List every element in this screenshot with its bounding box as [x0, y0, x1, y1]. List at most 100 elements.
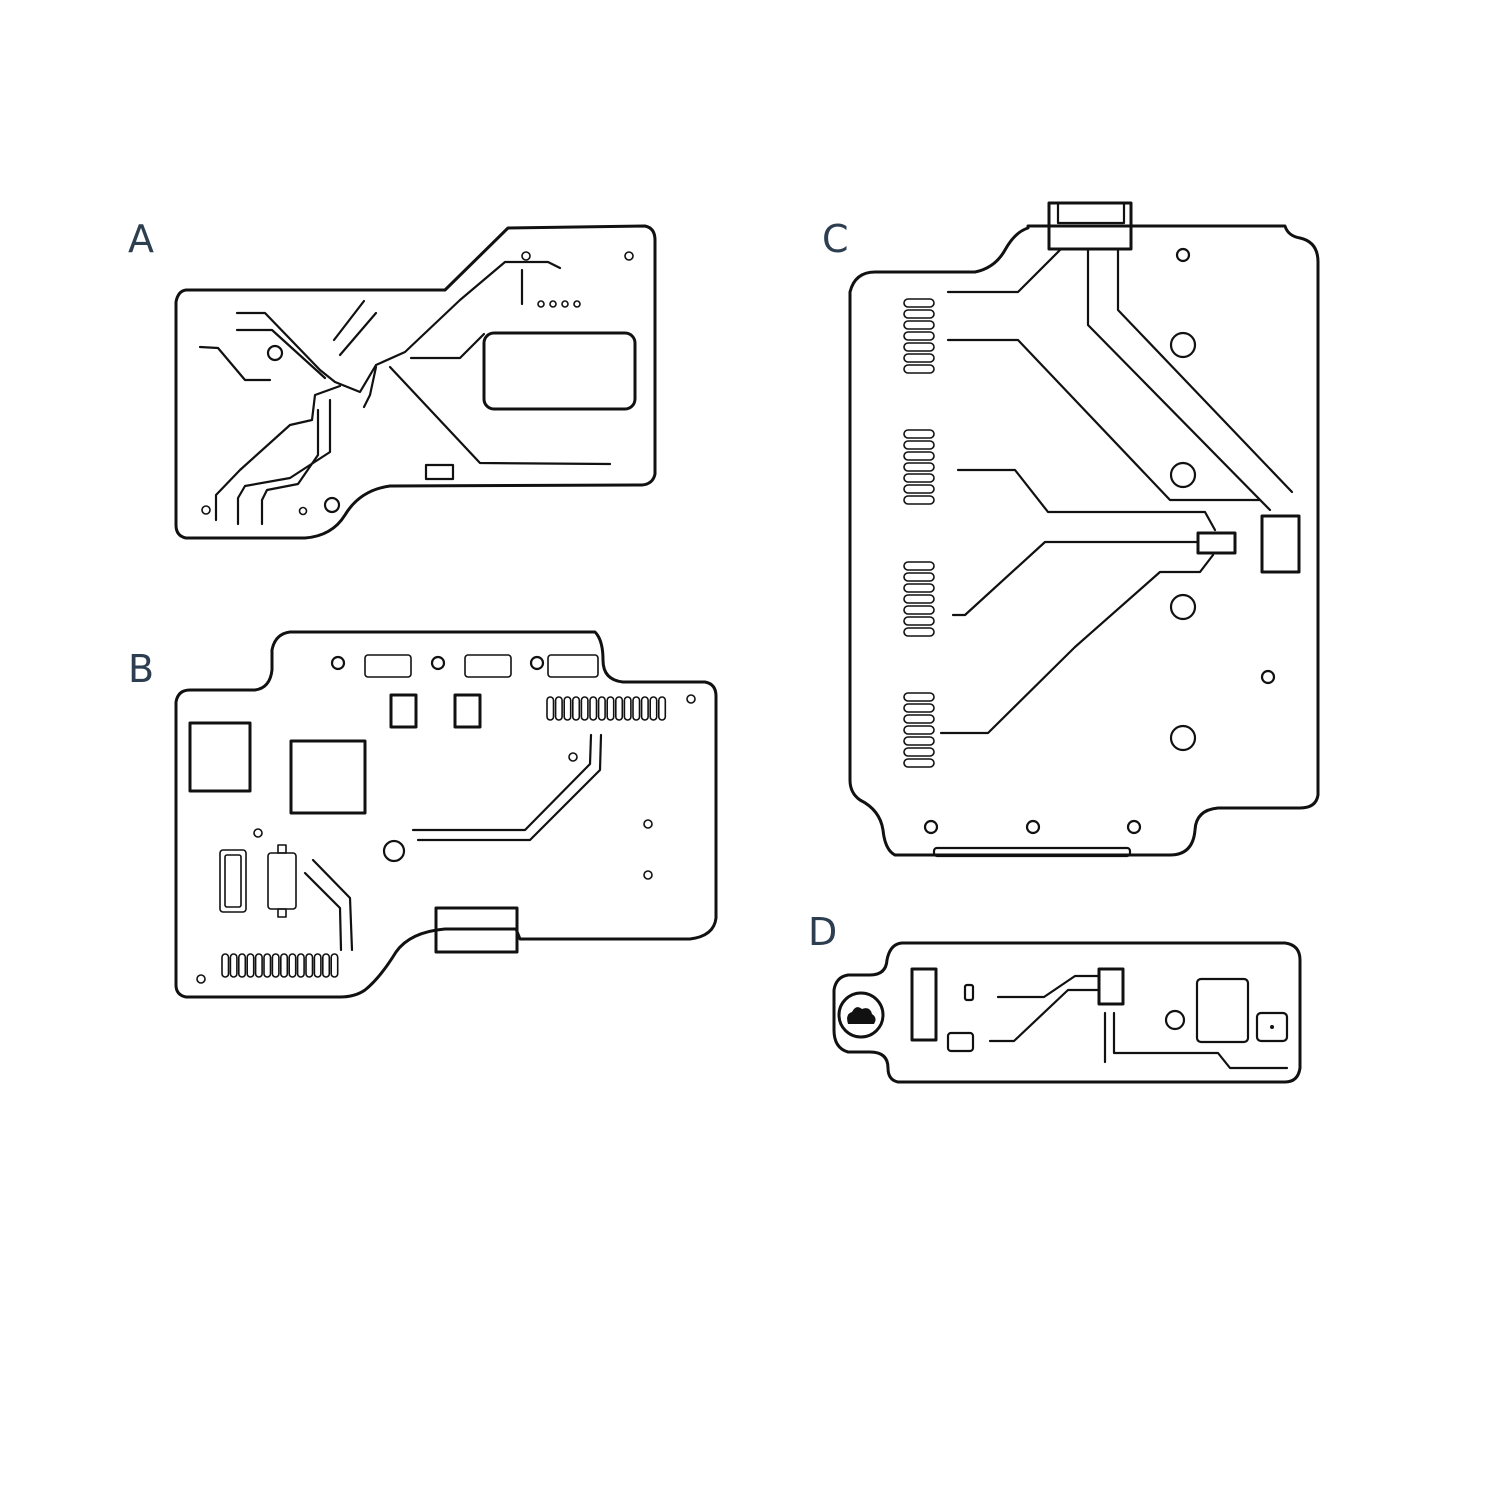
- board-d-chip: [910, 967, 938, 1042]
- board-c-pin: [903, 583, 935, 593]
- board-c-hole: [1260, 669, 1276, 685]
- board-a-hole: [201, 505, 211, 515]
- board-d-hole: [1164, 1009, 1186, 1031]
- board-d-mount-ring: [837, 991, 885, 1039]
- board-c-pin: [903, 309, 935, 319]
- board-b-pin: [238, 953, 247, 978]
- board-b-hole: [253, 828, 263, 838]
- board-b-pin: [606, 696, 615, 721]
- board-c-pin: [903, 692, 935, 702]
- board-c-pin: [903, 594, 935, 604]
- board-c-hole: [1025, 819, 1041, 835]
- board-b-pin: [597, 696, 606, 721]
- board-a-hole: [624, 251, 634, 261]
- board-b-hole: [196, 974, 206, 984]
- board-b-pin: [330, 953, 339, 978]
- board-c-pin: [903, 572, 935, 582]
- panel-label-a: A: [128, 217, 154, 261]
- board-b-trace: [416, 733, 603, 842]
- panel-label-c: C: [822, 217, 849, 261]
- board-a-trace: [409, 332, 486, 360]
- board-b-pin: [657, 696, 667, 721]
- board-b-pin: [296, 953, 305, 978]
- board-a-chip: [482, 331, 637, 411]
- board-b-chip: [188, 721, 252, 793]
- board-a-trace: [362, 365, 378, 409]
- board-b-chip: [453, 693, 482, 729]
- board-d-trace: [996, 974, 1101, 999]
- board-b-hole: [568, 752, 578, 762]
- board-b-hole: [686, 694, 696, 704]
- board-b-pin: [580, 696, 589, 721]
- board-c-trace: [946, 248, 1062, 294]
- board-b-component: [224, 854, 242, 908]
- board-c-slot: [932, 846, 1132, 858]
- board-c-chip: [1260, 514, 1301, 574]
- board-c-pin: [903, 429, 935, 439]
- board-b-pin: [229, 953, 238, 978]
- board-b-pin: [313, 953, 322, 978]
- board-b-hole: [643, 819, 653, 829]
- board-c-hole: [923, 819, 939, 835]
- board-a-hole: [521, 251, 531, 261]
- board-b-component: [267, 852, 297, 910]
- board-b-pin: [589, 696, 598, 721]
- board-b-trace: [303, 858, 354, 952]
- board-b-pin-header: [546, 696, 667, 721]
- board-c-trace: [1116, 247, 1294, 494]
- board-c-pin: [903, 320, 935, 330]
- board-b-pin: [279, 953, 289, 978]
- board-b-hole: [330, 655, 346, 671]
- board-c-connector: [1056, 201, 1126, 225]
- board-b-hole: [382, 839, 406, 863]
- board-c-pin: [903, 440, 935, 450]
- board-c-pin: [903, 725, 935, 735]
- board-c-pin: [903, 353, 935, 363]
- board-a-hole: [266, 344, 284, 362]
- board-c-pin: [903, 627, 935, 637]
- board-b-pin: [546, 696, 555, 721]
- board-c-pin: [903, 747, 935, 757]
- board-b-hole: [643, 870, 653, 880]
- board-c-pin: [903, 758, 935, 768]
- board-c-pin: [903, 298, 935, 308]
- board-c-trace: [946, 338, 1262, 502]
- board-d-trace: [1103, 1011, 1289, 1070]
- board-c-pin: [903, 484, 935, 494]
- board-b-pin: [305, 953, 314, 978]
- board-c-outline: [848, 224, 1320, 857]
- board-c-trace: [1086, 247, 1272, 512]
- board-b-component: [219, 849, 247, 913]
- board-b-pin: [554, 696, 563, 721]
- board-c-trace: [951, 540, 1200, 617]
- board-d-component: [946, 1031, 975, 1053]
- board-b-pin: [623, 696, 632, 721]
- board-c-pin: [903, 703, 935, 713]
- board-b-pin: [614, 696, 624, 721]
- board-d-cloud-icon: [847, 1007, 876, 1024]
- board-b-component: [364, 654, 412, 678]
- board-b-hole: [529, 655, 545, 671]
- board-c-pin: [903, 364, 935, 374]
- board-d-pad: [1270, 1025, 1274, 1029]
- board-b-component: [547, 654, 599, 678]
- board-a-pad: [549, 300, 557, 308]
- board-c-trace: [956, 468, 1217, 532]
- board-b-hole: [430, 655, 446, 671]
- board-c-pin: [903, 451, 935, 461]
- board-b-pin: [649, 696, 658, 721]
- board-a-hole: [298, 506, 308, 516]
- board-c-hole: [1175, 247, 1191, 263]
- board-c-pin-column: [903, 298, 935, 768]
- board-a-outline: [174, 224, 657, 540]
- board-c-pin: [903, 342, 935, 352]
- board-b-pin: [563, 696, 572, 721]
- board-b-chip: [289, 739, 367, 815]
- board-d: [832, 941, 1302, 1084]
- board-a-hole: [323, 496, 341, 514]
- board-c-chip: [1196, 531, 1237, 555]
- board-a-connector: [424, 463, 455, 481]
- board-c-pin: [903, 736, 935, 746]
- board-c-hole: [1169, 593, 1197, 621]
